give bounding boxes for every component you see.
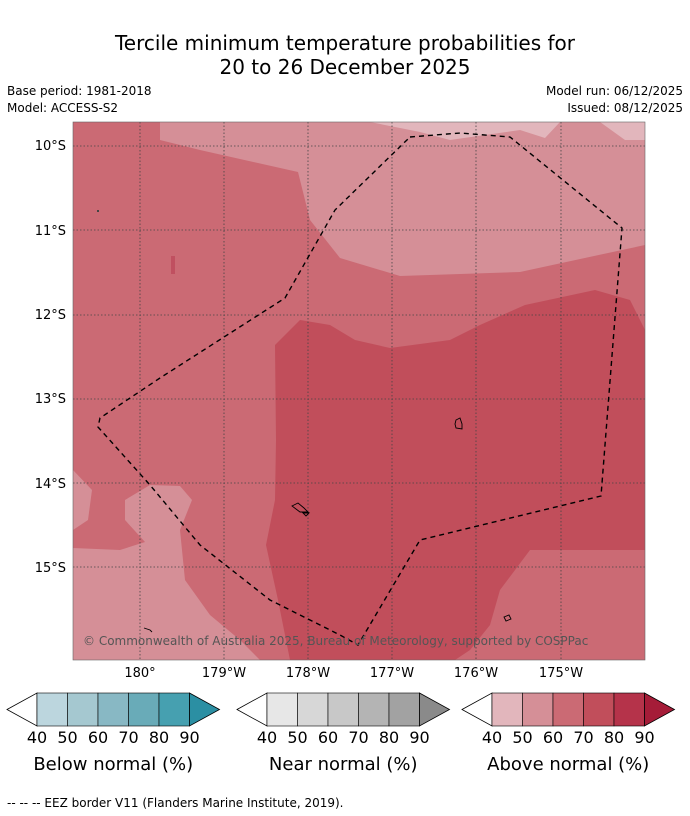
legend-near-tick-40: 40 xyxy=(257,728,277,747)
island-dot xyxy=(97,210,99,212)
legend-below-swatch-50 xyxy=(67,692,99,727)
legend-near-tick-50: 50 xyxy=(287,728,307,747)
legend-above-swatch-60 xyxy=(552,692,584,727)
legend-near-label: Near normal (%) xyxy=(269,754,418,775)
map-frame xyxy=(72,121,646,661)
island-red-marker xyxy=(171,256,175,274)
legend-near-swatch-50 xyxy=(297,692,329,727)
legend-below-tick-80: 80 xyxy=(149,728,169,747)
lat-label-13s: 13°S xyxy=(35,392,66,407)
legend-above-over-arrow xyxy=(644,692,676,727)
legend-near-swatch-60 xyxy=(327,692,359,727)
chart-title: Tercile minimum temperature probabilitie… xyxy=(0,31,690,79)
lon-label-177w: 177°W xyxy=(370,666,414,681)
legend-near-tick-90: 90 xyxy=(409,728,429,747)
graticule xyxy=(73,122,645,660)
legend-below-swatch-80 xyxy=(158,692,190,727)
legend-below-swatch-70 xyxy=(128,692,160,727)
legend-near-swatch-70 xyxy=(358,692,390,727)
lat-label-14s: 14°S xyxy=(35,477,66,492)
lon-label-175w: 175°W xyxy=(539,666,583,681)
legend-above-tick-90: 90 xyxy=(634,728,654,747)
legend-below-tick-40: 40 xyxy=(27,728,47,747)
islands xyxy=(143,417,512,633)
title-line-1: Tercile minimum temperature probabilitie… xyxy=(114,31,576,55)
legend-below-swatch-60 xyxy=(97,692,129,727)
title-line-2: 20 to 26 December 2025 xyxy=(219,55,471,79)
lat-label-12s: 12°S xyxy=(35,308,66,323)
legend-below-tick-50: 50 xyxy=(57,728,77,747)
legend-below-tick-90: 90 xyxy=(179,728,199,747)
lon-axis-labels: 180° 179°W 178°W 177°W 176°W 175°W xyxy=(124,666,583,681)
legend-above-tick-70: 70 xyxy=(573,728,593,747)
colorbar-legends: 40 50 60 70 80 90 Below normal (%) 40 50 60 70 80 90… xyxy=(6,692,676,775)
legend-below-tick-60: 60 xyxy=(88,728,108,747)
issued-date: Issued: 08/12/2025 xyxy=(567,101,683,115)
legend-near-tick-70: 70 xyxy=(348,728,368,747)
field-above-50-southwest xyxy=(73,485,260,660)
legend-above-swatch-80 xyxy=(613,692,645,727)
lon-label-176w: 176°W xyxy=(454,666,498,681)
copyright-text: © Commonwealth of Australia 2025, Bureau… xyxy=(83,634,588,648)
model-run: Model run: 06/12/2025 xyxy=(545,84,683,98)
probability-fields xyxy=(73,122,645,660)
island-south xyxy=(503,614,512,622)
legend-above-swatch-40 xyxy=(491,692,523,727)
legend-above-label: Above normal (%) xyxy=(487,754,649,775)
legend-below: 40 50 60 70 80 90 Below normal (%) xyxy=(6,692,221,775)
eez-footer-note: -- -- -- EEZ border V11 (Flanders Marine… xyxy=(7,796,344,810)
legend-near-swatch-80 xyxy=(388,692,420,727)
legend-below-label: Below normal (%) xyxy=(33,754,193,775)
model-name: Model: ACCESS-S2 xyxy=(7,101,119,115)
legend-above-tick-40: 40 xyxy=(482,728,502,747)
legend-above-tick-50: 50 xyxy=(512,728,532,747)
legend-near-swatch-40 xyxy=(266,692,298,727)
field-above-50-west xyxy=(73,470,92,530)
lat-label-15s: 15°S xyxy=(35,561,66,576)
island-futuna xyxy=(291,502,310,513)
field-above-50-top xyxy=(160,122,645,276)
lon-label-179w: 179°W xyxy=(202,666,246,681)
island-alofi xyxy=(301,512,311,517)
legend-above-tick-60: 60 xyxy=(543,728,563,747)
lat-axis-labels: 10°S 11°S 12°S 13°S 14°S 15°S xyxy=(35,139,66,576)
field-above-70-core xyxy=(266,290,645,660)
legend-below-over-arrow xyxy=(189,692,221,727)
lat-label-11s: 11°S xyxy=(35,224,66,239)
legend-near-tick-80: 80 xyxy=(379,728,399,747)
legend-near-under-arrow xyxy=(236,692,268,727)
legend-above-swatch-50 xyxy=(522,692,554,727)
eez-border xyxy=(97,132,623,646)
legend-below-under-arrow xyxy=(6,692,38,727)
meta-right: Model run: 06/12/2025 Issued: 08/12/2025 xyxy=(546,83,683,117)
island-southwest xyxy=(143,627,153,633)
lon-label-178w: 178°W xyxy=(286,666,330,681)
legend-above: 40 50 60 70 80 90 Above normal (%) xyxy=(461,692,676,775)
field-above-50-notch xyxy=(556,122,605,172)
field-above-40-top xyxy=(370,122,645,140)
legend-above-swatch-70 xyxy=(583,692,615,727)
legend-below-swatch-40 xyxy=(36,692,68,727)
base-period: Base period: 1981-2018 xyxy=(7,84,152,98)
legend-above-under-arrow xyxy=(461,692,493,727)
legend-near-over-arrow xyxy=(419,692,451,727)
legend-near-tick-60: 60 xyxy=(318,728,338,747)
legend-below-tick-70: 70 xyxy=(118,728,138,747)
lon-label-180: 180° xyxy=(124,666,155,681)
island-wallis xyxy=(454,417,463,430)
lat-label-10s: 10°S xyxy=(35,139,66,154)
meta-left: Base period: 1981-2018 Model: ACCESS-S2 xyxy=(7,83,152,117)
legend-near: 40 50 60 70 80 90 Near normal (%) xyxy=(236,692,451,775)
legend-above-tick-80: 80 xyxy=(604,728,624,747)
